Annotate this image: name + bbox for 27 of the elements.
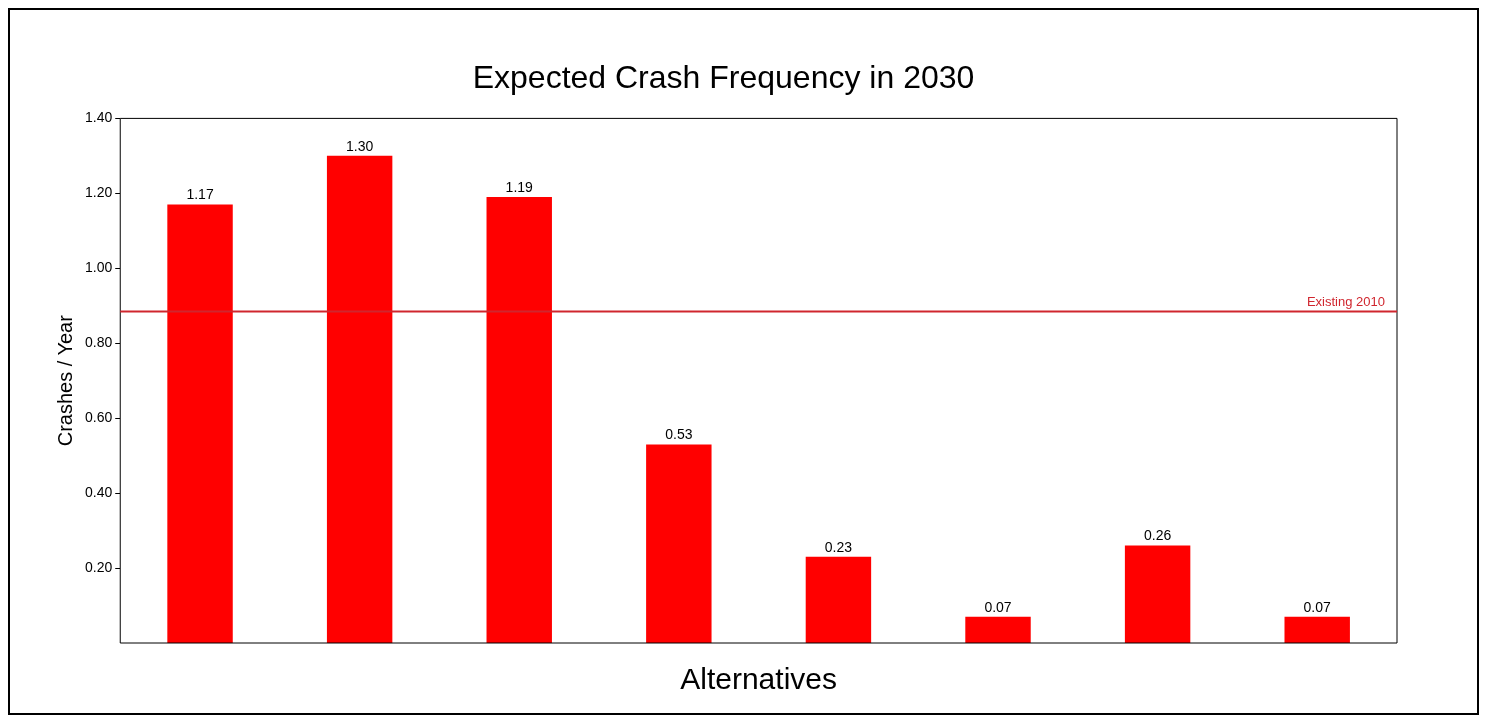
data-label: 0.07 xyxy=(984,598,1012,615)
data-label: 0.23 xyxy=(824,538,853,555)
y-axis-title: Crashes / Year xyxy=(53,314,76,447)
bar xyxy=(646,444,712,643)
data-label: 1.19 xyxy=(505,178,534,195)
bar xyxy=(805,556,872,643)
chart-title: Expected Crash Frequency in 2030 xyxy=(472,59,975,96)
bar xyxy=(326,155,393,643)
y-tick-label: 1.40 xyxy=(85,109,113,126)
bar xyxy=(1284,616,1350,643)
ref-line-label: Existing 2010 xyxy=(1306,294,1385,310)
data-label: 0.26 xyxy=(1143,527,1172,544)
y-tick-label: 0.80 xyxy=(85,334,113,351)
y-tick-label: 1.20 xyxy=(85,184,113,201)
data-label: 1.30 xyxy=(346,137,374,154)
data-label: 0.53 xyxy=(665,426,693,443)
y-tick-label: 0.20 xyxy=(85,558,113,575)
y-tick-label: 0.40 xyxy=(85,483,113,500)
bar xyxy=(1124,545,1191,643)
bar xyxy=(167,204,233,643)
bar xyxy=(486,197,552,643)
y-tick-label: 1.00 xyxy=(85,259,113,276)
data-label: 0.07 xyxy=(1303,598,1332,615)
data-label: 1.17 xyxy=(186,186,214,203)
bar xyxy=(965,616,1031,643)
y-tick-label: 0.60 xyxy=(85,409,113,426)
x-axis-title: Alternatives xyxy=(680,662,837,696)
